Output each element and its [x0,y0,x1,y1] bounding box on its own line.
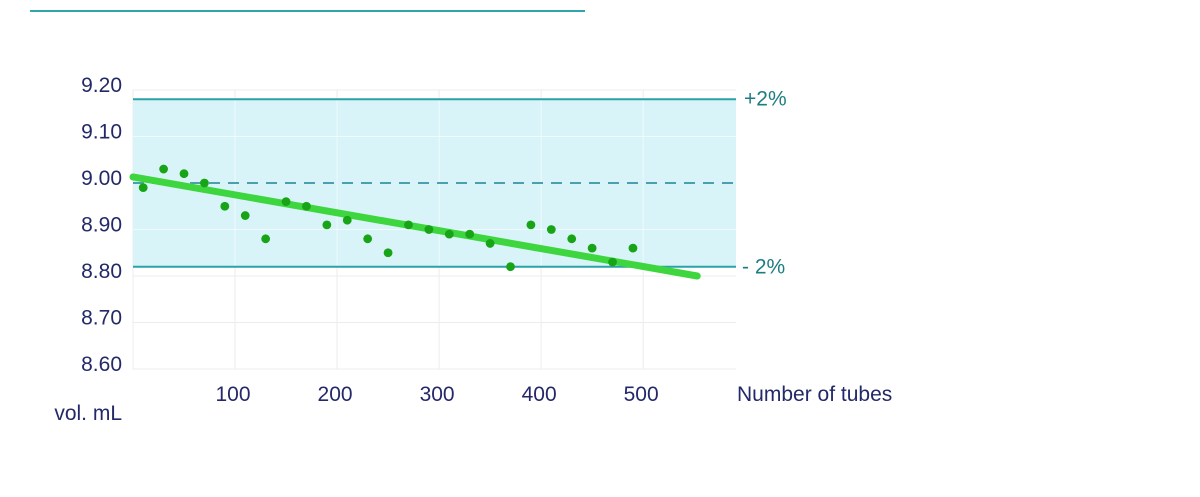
data-point [587,243,597,253]
data-point [546,225,556,234]
trend-line [129,173,701,280]
data-point [628,243,638,253]
y-tick-label: 9.00 [81,167,122,190]
data-point [506,262,515,272]
data-point [138,183,148,193]
data-point [363,234,373,244]
data-point [342,215,352,225]
y-tick-label: 8.70 [81,307,122,330]
x-tick-label: 200 [318,383,353,406]
data-point [424,225,434,234]
x-tick-label: 300 [420,383,455,406]
x-tick-label: 100 [216,383,251,406]
data-point [526,220,536,230]
x-axis-title: Number of tubes [737,383,892,406]
data-point [261,234,271,244]
data-point [322,220,332,230]
data-point [159,164,169,174]
y-axis-title: vol. mL [54,402,122,425]
data-point [567,234,577,244]
data-point [444,229,454,239]
data-point [404,220,413,230]
data-point [465,229,475,239]
x-tick-label: 500 [624,383,659,406]
data-point [302,201,311,211]
data-point [281,197,291,207]
data-point [383,248,393,258]
data-point [220,201,230,211]
x-tick-label: 400 [522,383,557,406]
y-tick-label: 9.10 [81,121,122,144]
data-point [200,178,209,188]
y-tick-label: 8.80 [81,260,122,283]
upper-limit-label: +2% [744,87,787,110]
y-tick-label: 8.60 [81,353,122,376]
tolerance-band [133,99,736,267]
y-tick-label: 9.20 [81,74,122,97]
y-tick-label: 8.90 [81,214,122,237]
data-point [608,257,617,267]
lower-limit-label: - 2% [742,256,785,279]
data-point [179,169,189,179]
data-point [485,239,495,248]
data-point [240,211,250,220]
